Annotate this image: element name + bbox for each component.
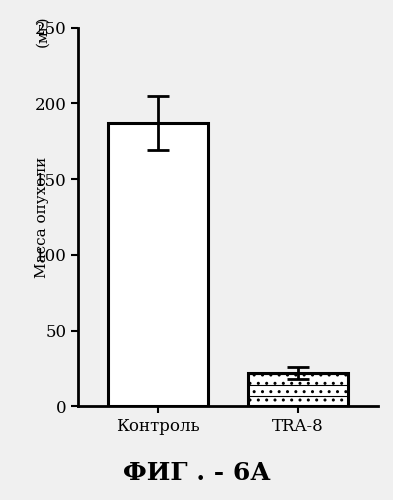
Text: ФИГ . - 6А: ФИГ . - 6А xyxy=(123,461,270,485)
Text: Масса опухоли: Масса опухоли xyxy=(35,156,50,278)
Text: (мг): (мг) xyxy=(35,15,50,46)
Bar xyxy=(248,373,348,406)
Bar xyxy=(108,123,208,406)
